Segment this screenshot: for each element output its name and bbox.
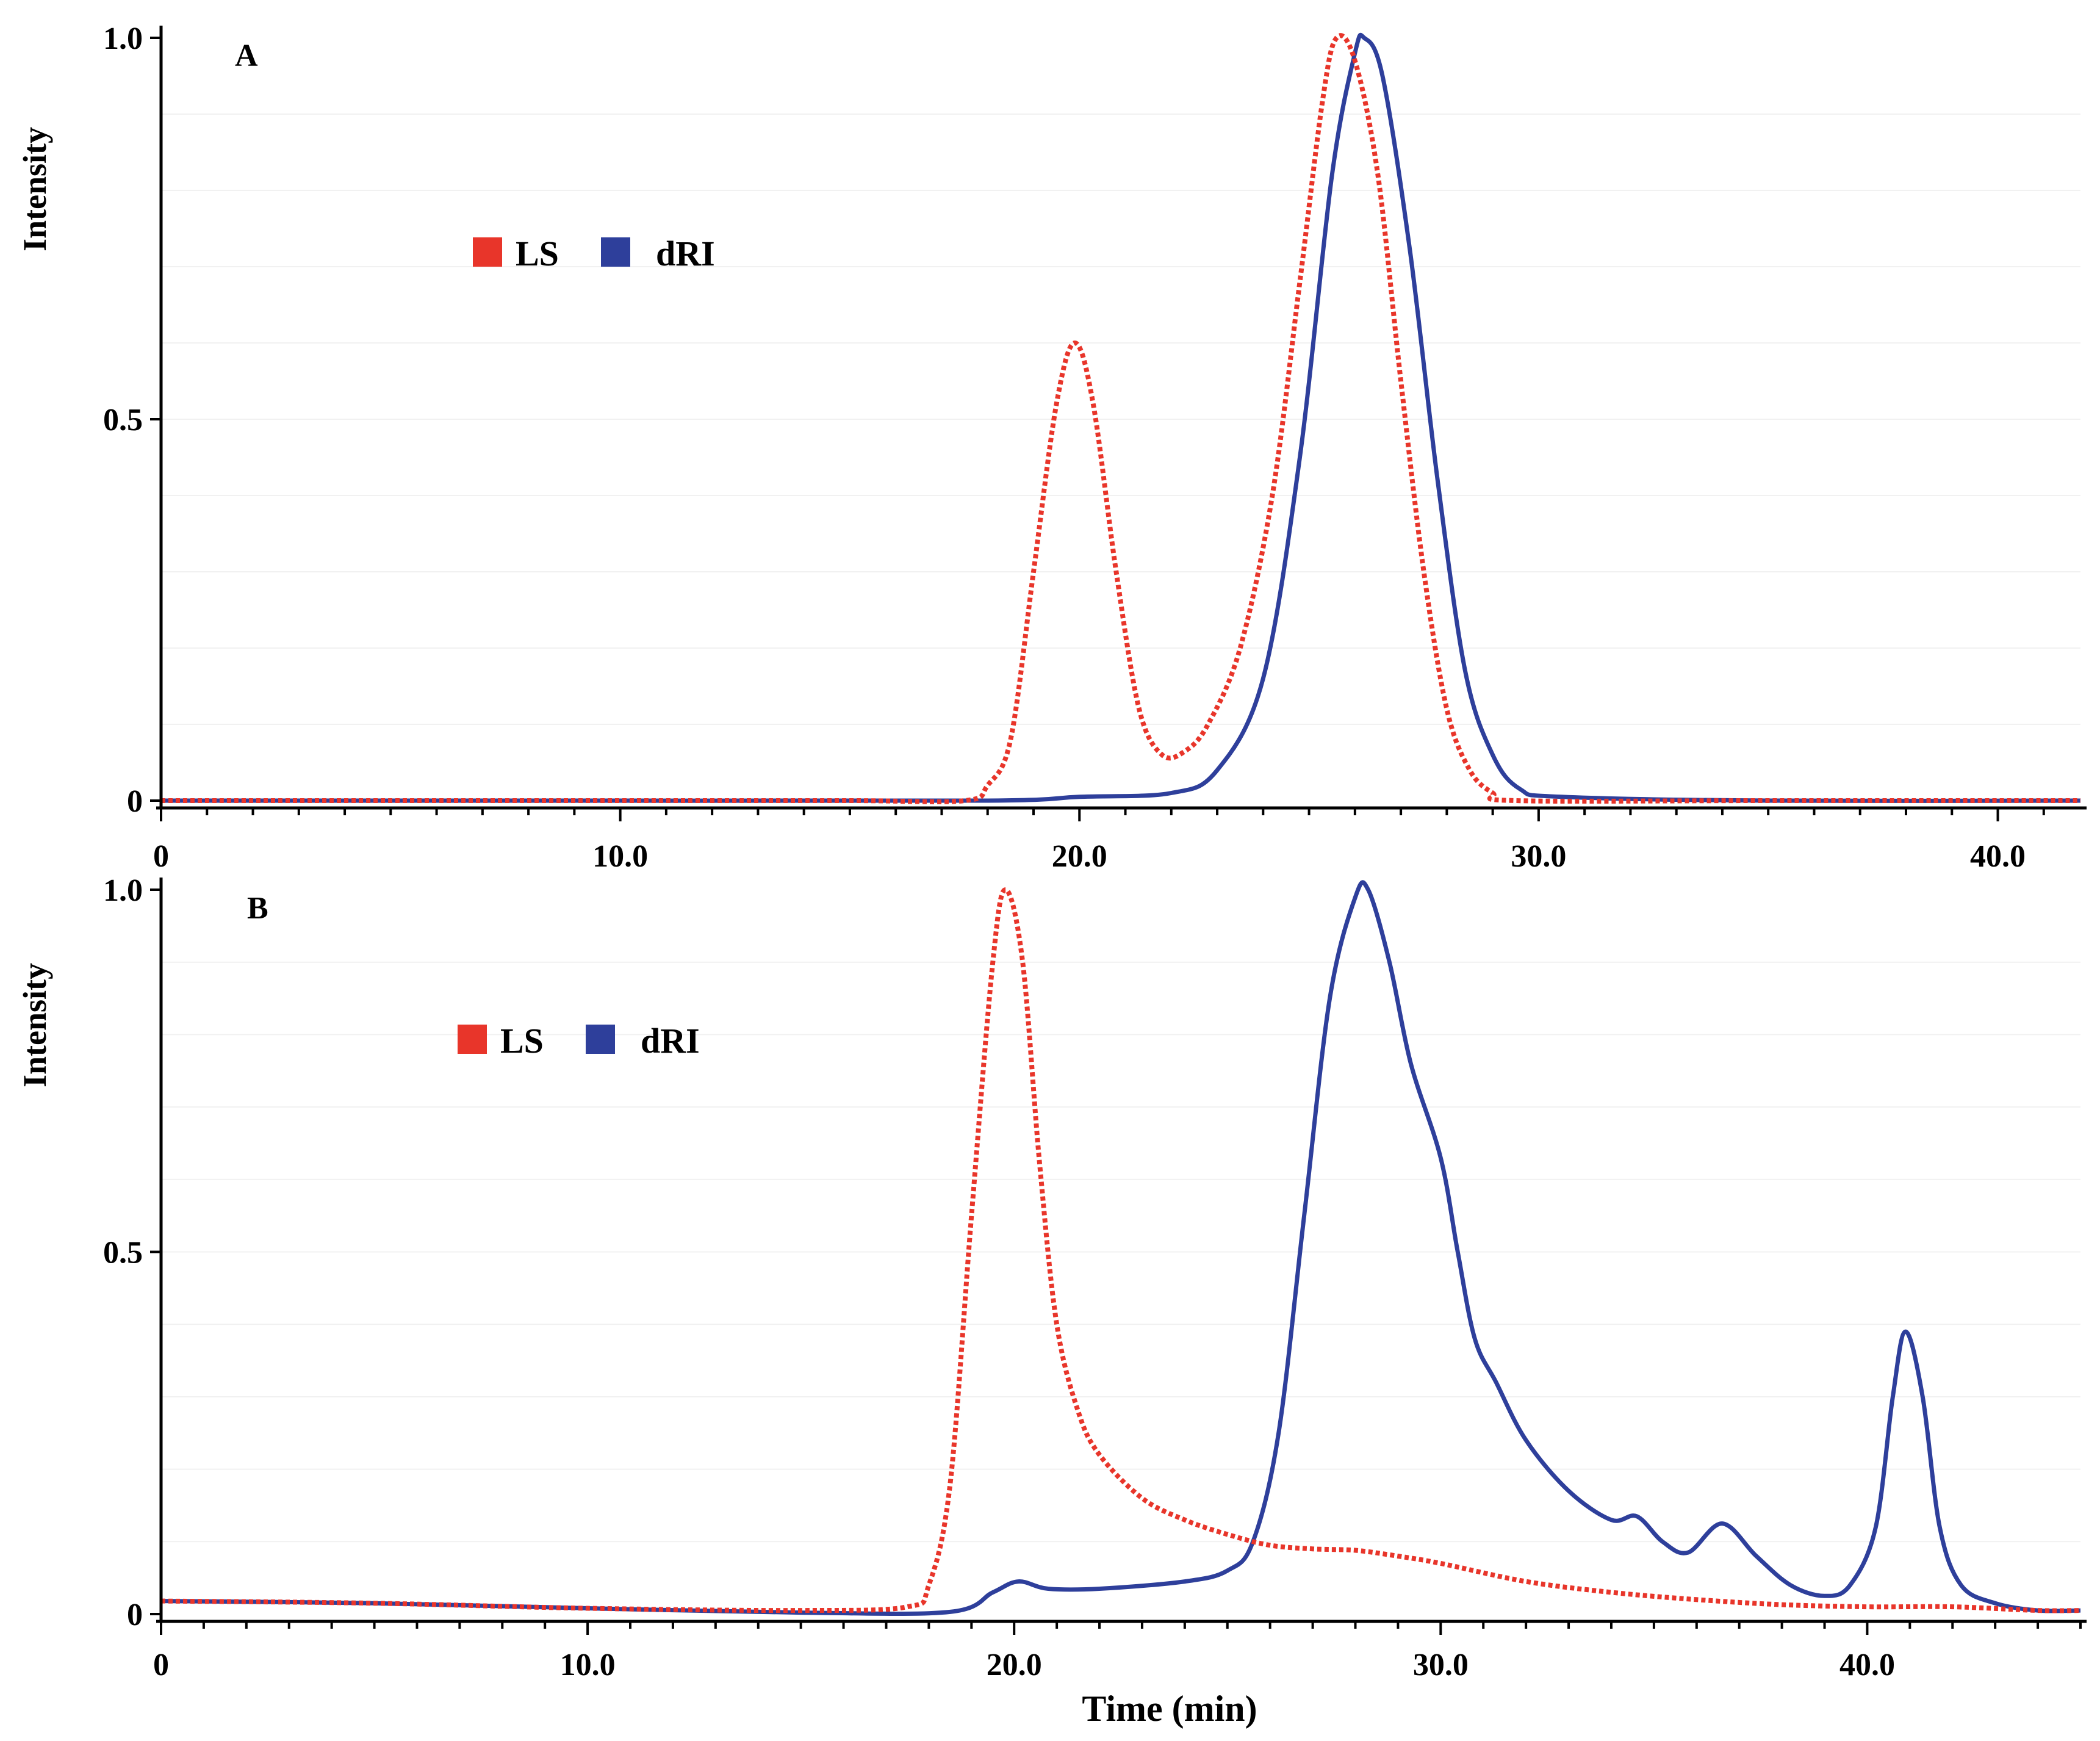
legend-swatch-ls <box>458 1025 487 1054</box>
series-line-ls <box>161 33 2080 804</box>
x-tick-label: 20.0 <box>1052 839 1107 874</box>
x-tick-label: 40.0 <box>1839 1648 1895 1682</box>
panel-a: 0 0.5 1.0 0 10.0 20.0 30.0 40.0 Intensity A LS … <box>16 21 2087 874</box>
legend-swatch-dri <box>586 1025 615 1054</box>
y-tick-label: 0 <box>127 1598 143 1632</box>
panel-b-gridlines <box>161 961 2080 1543</box>
panel-b: 0 0.5 1.0 0 10.0 20.0 30.0 40.0 Intensity B Tim… <box>16 873 2087 1729</box>
series-line-ls <box>160 887 2081 1613</box>
panel-b-legend: LS dRI <box>458 1021 700 1061</box>
legend-label-ls: LS <box>500 1021 544 1061</box>
x-tick-label: 30.0 <box>1511 839 1566 874</box>
panel-a-label: A <box>235 38 258 73</box>
legend-label-ls: LS <box>516 234 559 273</box>
panel-b-x-axis-label: Time (min) <box>1082 1689 1257 1729</box>
panel-b-y-axis-label: Intensity <box>16 963 53 1087</box>
x-tick-label: 0 <box>153 839 169 874</box>
y-tick-label: 1.0 <box>103 873 143 908</box>
legend-label-dri: dRI <box>656 234 715 273</box>
x-tick-label: 40.0 <box>1970 839 2026 874</box>
legend-label-dri: dRI <box>641 1021 700 1061</box>
y-tick-label: 1.0 <box>103 21 143 56</box>
x-tick-label: 10.0 <box>592 839 648 874</box>
y-tick-label: 0.5 <box>103 403 143 438</box>
y-tick-label: 0.5 <box>103 1236 143 1271</box>
panel-b-series <box>160 880 2081 1617</box>
panel-a-y-axis-label: Intensity <box>16 127 53 251</box>
legend-swatch-dri <box>601 237 630 267</box>
panel-a-legend: LS dRI <box>473 234 715 273</box>
legend-swatch-ls <box>473 237 502 267</box>
x-tick-label: 0 <box>153 1648 169 1682</box>
x-tick-label: 30.0 <box>1413 1648 1469 1682</box>
x-tick-label: 20.0 <box>987 1648 1042 1682</box>
series-line-dri <box>161 32 2081 803</box>
panel-b-ticks: 0 0.5 1.0 0 10.0 20.0 30.0 40.0 <box>103 873 2082 1682</box>
panel-b-label: B <box>247 891 268 926</box>
y-tick-label: 0 <box>127 784 143 819</box>
panel-a-gridlines <box>161 114 2080 725</box>
x-tick-label: 10.0 <box>560 1648 616 1682</box>
panel-a-series <box>161 32 2081 804</box>
panel-a-ticks: 0 0.5 1.0 0 10.0 20.0 30.0 40.0 <box>103 21 2045 874</box>
series-line-dri <box>160 880 2081 1617</box>
